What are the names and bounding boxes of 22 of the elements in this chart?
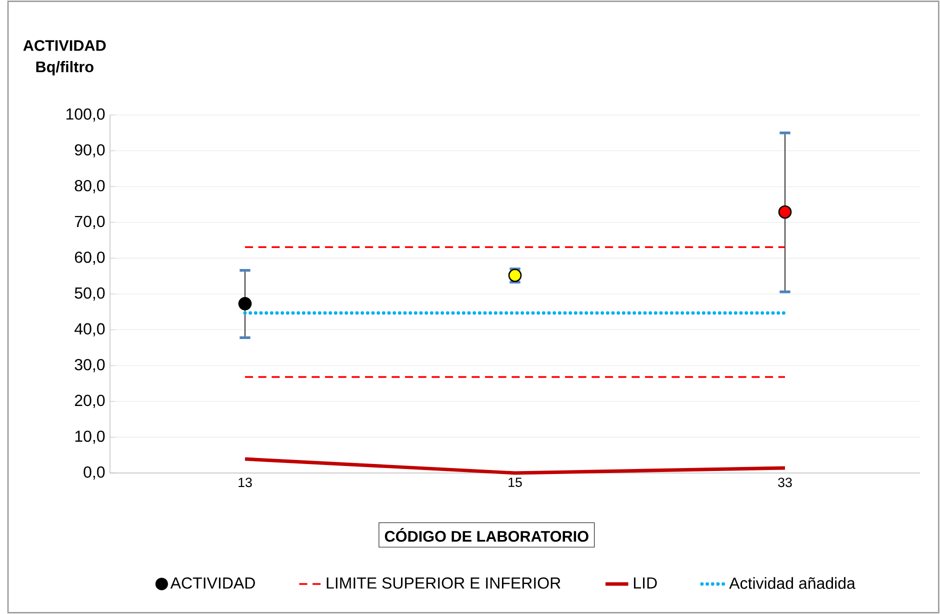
legend-label: ACTIVIDAD — [170, 577, 255, 589]
y-tick-label: 40,0 — [74, 323, 105, 336]
x-tick-label: 33 — [778, 478, 792, 488]
legend-label: Actividad añadida — [729, 577, 856, 589]
y-tick-label: 80,0 — [74, 180, 105, 194]
x-axis-title: CÓDIGO DE LABORATORIO — [384, 528, 588, 542]
y-tick-label: 30,0 — [74, 358, 105, 372]
legend-label: LID — [634, 577, 657, 588]
y-tick-label: 20,0 — [74, 394, 105, 408]
y-tick-label: 50,0 — [74, 287, 105, 301]
y-tick-label: 0,0 — [84, 466, 105, 480]
point — [238, 296, 252, 310]
x-tick-label: 13 — [238, 478, 252, 488]
y-axis-title: ACTIVIDAD Bq/filtro — [23, 40, 106, 76]
y-tick-label: 70,0 — [74, 216, 105, 230]
legend-label: LIMITE SUPERIOR E INFERIOR — [326, 577, 560, 589]
y-tick-label: 10,0 — [75, 430, 105, 444]
point — [778, 205, 792, 219]
y-tick-label: 100,0 — [66, 108, 105, 122]
y-tick-label: 60,0 — [74, 252, 105, 265]
x-tick-label: 15 — [508, 478, 522, 487]
y-tick-label: 90,0 — [74, 144, 105, 158]
